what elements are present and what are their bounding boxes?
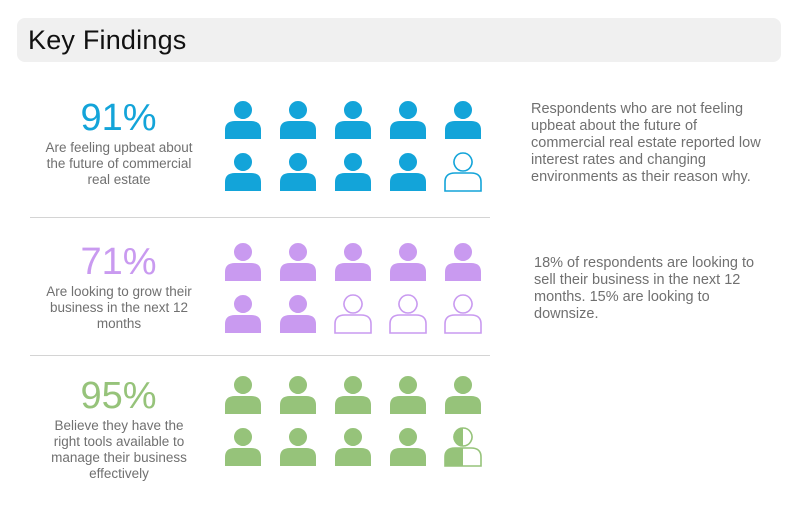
person-icon — [280, 153, 316, 191]
person-icon — [390, 153, 426, 191]
person-icon — [444, 294, 482, 334]
divider-1 — [30, 217, 490, 218]
person-icon — [280, 243, 316, 281]
person-icon — [225, 428, 261, 466]
person-icon — [280, 376, 316, 414]
person-icon — [280, 428, 316, 466]
person-icon — [225, 376, 261, 414]
finding-2-percent: 71% — [80, 241, 157, 283]
finding-3-description: Believe they have the right tools availa… — [51, 418, 187, 481]
person-icon — [445, 243, 481, 281]
person-icon — [445, 376, 481, 414]
person-icon — [335, 101, 371, 139]
finding-2-icon-grid — [221, 242, 485, 334]
header-bar: Key Findings — [17, 18, 781, 62]
person-icon — [225, 153, 261, 191]
person-icon — [444, 427, 482, 467]
divider-2 — [30, 355, 490, 356]
person-icon — [390, 101, 426, 139]
finding-1-icon-grid — [221, 100, 485, 192]
finding-1-description: Are feeling upbeat about the future of c… — [45, 140, 193, 187]
person-icon — [335, 376, 371, 414]
finding-1-note: Respondents who are not feeling upbeat a… — [531, 101, 761, 185]
person-icon — [225, 101, 261, 139]
person-icon — [444, 152, 482, 192]
person-icon — [390, 428, 426, 466]
person-icon — [225, 243, 261, 281]
person-icon — [335, 428, 371, 466]
finding-3-percent: 95% — [80, 375, 157, 417]
person-icon — [280, 101, 316, 139]
finding-2-description: Are looking to grow their business in th… — [46, 284, 192, 331]
finding-2-note: 18% of respondents are looking to sell t… — [534, 255, 755, 322]
finding-3-stat: 95% Believe they have the right tools av… — [27, 376, 210, 482]
person-icon — [390, 376, 426, 414]
person-icon — [280, 295, 316, 333]
person-icon — [225, 295, 261, 333]
finding-2-stat: 71% Are looking to grow their business i… — [27, 242, 210, 332]
person-icon — [445, 101, 481, 139]
person-icon — [335, 153, 371, 191]
finding-1-percent: 91% — [80, 97, 157, 139]
finding-1-stat: 91% Are feeling upbeat about the future … — [27, 98, 210, 188]
person-icon — [389, 294, 427, 334]
person-icon — [335, 243, 371, 281]
person-icon — [390, 243, 426, 281]
person-icon — [334, 294, 372, 334]
page-title: Key Findings — [28, 25, 187, 55]
finding-3-icon-grid — [221, 375, 485, 467]
